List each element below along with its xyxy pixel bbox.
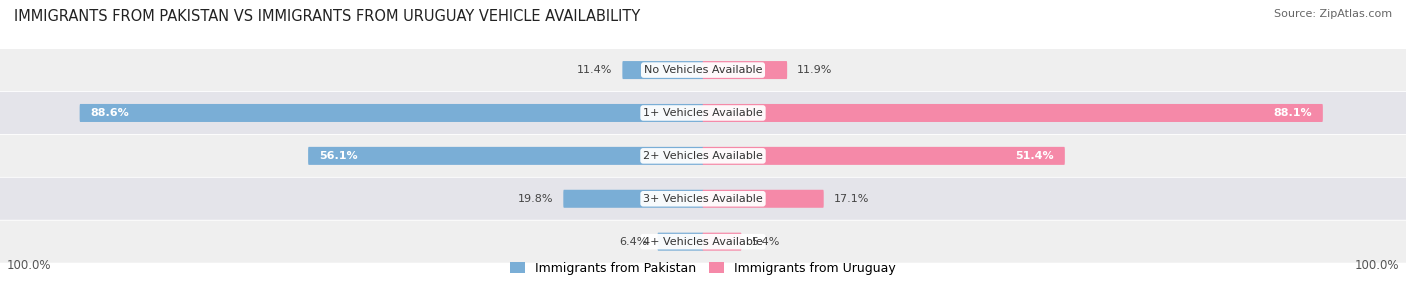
FancyBboxPatch shape <box>623 61 703 79</box>
Text: 3+ Vehicles Available: 3+ Vehicles Available <box>643 194 763 204</box>
Text: 19.8%: 19.8% <box>517 194 554 204</box>
FancyBboxPatch shape <box>703 190 824 208</box>
FancyBboxPatch shape <box>703 147 1064 165</box>
Text: 4+ Vehicles Available: 4+ Vehicles Available <box>643 237 763 247</box>
FancyBboxPatch shape <box>80 104 703 122</box>
Text: 51.4%: 51.4% <box>1015 151 1054 161</box>
FancyBboxPatch shape <box>703 233 741 251</box>
FancyBboxPatch shape <box>658 233 703 251</box>
FancyBboxPatch shape <box>703 104 1323 122</box>
Text: Source: ZipAtlas.com: Source: ZipAtlas.com <box>1274 9 1392 19</box>
Text: 88.6%: 88.6% <box>91 108 129 118</box>
FancyBboxPatch shape <box>564 190 703 208</box>
Text: 88.1%: 88.1% <box>1274 108 1312 118</box>
Text: 1+ Vehicles Available: 1+ Vehicles Available <box>643 108 763 118</box>
FancyBboxPatch shape <box>0 49 1406 91</box>
Legend: Immigrants from Pakistan, Immigrants from Uruguay: Immigrants from Pakistan, Immigrants fro… <box>505 257 901 280</box>
FancyBboxPatch shape <box>0 221 1406 263</box>
FancyBboxPatch shape <box>0 92 1406 134</box>
FancyBboxPatch shape <box>308 147 703 165</box>
Text: 56.1%: 56.1% <box>319 151 357 161</box>
FancyBboxPatch shape <box>0 135 1406 177</box>
Text: 5.4%: 5.4% <box>752 237 780 247</box>
Text: 11.9%: 11.9% <box>797 65 832 75</box>
Text: 2+ Vehicles Available: 2+ Vehicles Available <box>643 151 763 161</box>
Text: 11.4%: 11.4% <box>576 65 613 75</box>
Text: 6.4%: 6.4% <box>619 237 647 247</box>
Text: IMMIGRANTS FROM PAKISTAN VS IMMIGRANTS FROM URUGUAY VEHICLE AVAILABILITY: IMMIGRANTS FROM PAKISTAN VS IMMIGRANTS F… <box>14 9 640 23</box>
Text: 100.0%: 100.0% <box>1354 259 1399 273</box>
Text: 17.1%: 17.1% <box>834 194 869 204</box>
FancyBboxPatch shape <box>0 178 1406 220</box>
Text: No Vehicles Available: No Vehicles Available <box>644 65 762 75</box>
FancyBboxPatch shape <box>703 61 787 79</box>
Text: 100.0%: 100.0% <box>7 259 52 273</box>
